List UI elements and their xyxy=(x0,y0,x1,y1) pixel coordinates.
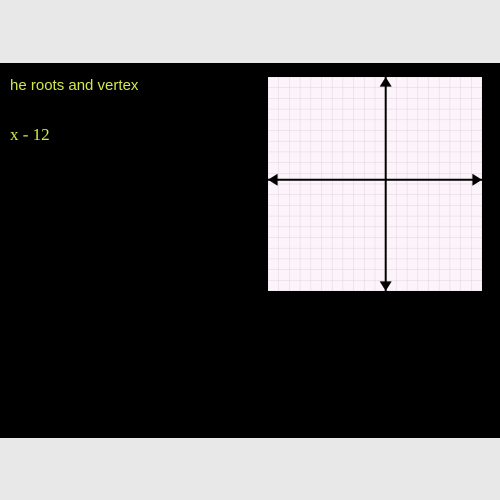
graph-svg xyxy=(268,77,482,291)
problem-title: he roots and vertex xyxy=(10,77,138,94)
equation-text: x - 12 xyxy=(10,125,50,145)
video-frame: he roots and vertex x - 12 xyxy=(0,63,500,438)
coordinate-plane xyxy=(268,77,482,291)
